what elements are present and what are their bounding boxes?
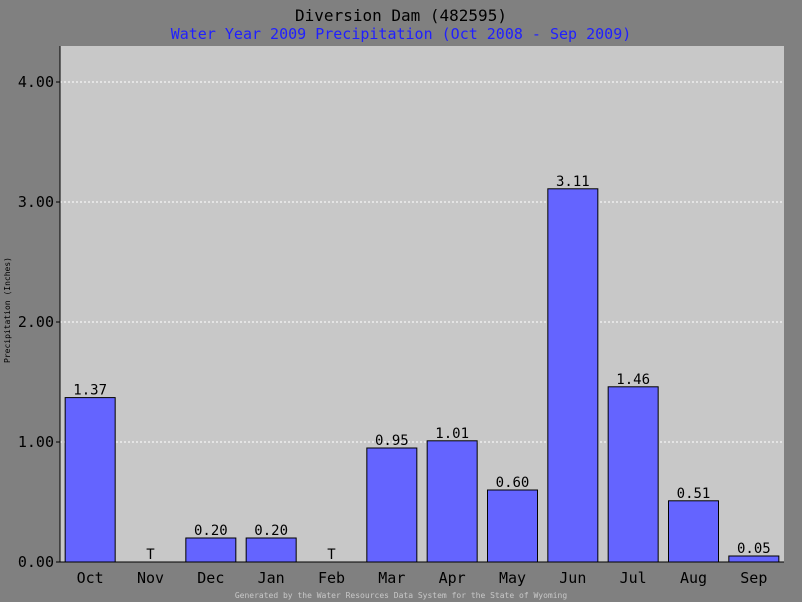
bar-apr <box>426 440 478 563</box>
x-tick-label-nov: Nov <box>137 569 164 587</box>
footer-credit: Generated by the Water Resources Data Sy… <box>235 591 568 600</box>
bar-jan <box>245 537 297 563</box>
chart-subtitle: Water Year 2009 Precipitation (Oct 2008 … <box>171 25 632 43</box>
x-tick-label-mar: Mar <box>378 569 405 587</box>
data-label-jul: 1.46 <box>616 372 650 388</box>
x-tick-label-jun: Jun <box>559 569 586 587</box>
x-tick-label-aug: Aug <box>680 569 707 587</box>
bar-dec <box>185 537 237 563</box>
data-label-jan: 0.20 <box>254 523 288 539</box>
data-label-jun: 3.11 <box>556 174 590 190</box>
bar-may <box>487 489 538 563</box>
data-label-dec: 0.20 <box>194 523 228 539</box>
data-labels: 1.37 T 0.20 0.20 T 0.95 1.01 0.60 3.11 1.46 0.51 0.… <box>73 174 770 563</box>
x-axis-ticks: Oct Nov Dec Jan Feb Mar Apr May Jun Jul Aug Sep <box>77 569 768 587</box>
y-axis-label: Precipitation (Inches) <box>3 257 12 363</box>
gridlines <box>60 81 784 443</box>
x-tick-label-feb: Feb <box>318 569 345 587</box>
data-label-aug: 0.51 <box>677 486 711 502</box>
y-tick-label: 2.00 <box>18 313 54 331</box>
x-tick-label-apr: Apr <box>439 569 466 587</box>
y-tick-label: 0.00 <box>18 553 54 571</box>
x-tick-label-oct: Oct <box>77 569 104 587</box>
chart-title: Diversion Dam (482595) <box>295 6 507 25</box>
data-label-feb: T <box>327 547 336 563</box>
data-label-nov: T <box>146 547 155 563</box>
bar-aug <box>668 500 719 563</box>
bar-oct <box>64 397 116 563</box>
data-label-sep: 0.05 <box>737 541 771 557</box>
plot-area <box>60 46 784 562</box>
data-label-apr: 1.01 <box>435 426 469 442</box>
x-tick-label-jan: Jan <box>258 569 285 587</box>
x-tick-label-may: May <box>499 569 526 587</box>
x-tick-label-sep: Sep <box>740 569 767 587</box>
data-label-mar: 0.95 <box>375 433 409 449</box>
y-axis-ticks: 0.00 1.00 2.00 3.00 4.00 <box>18 73 60 571</box>
x-tick-label-dec: Dec <box>197 569 224 587</box>
bars <box>64 188 780 563</box>
y-tick-label: 3.00 <box>18 193 54 211</box>
bar-mar <box>366 447 418 563</box>
data-label-oct: 1.37 <box>73 383 107 399</box>
x-tick-label-jul: Jul <box>620 569 647 587</box>
y-tick-label: 1.00 <box>18 433 54 451</box>
y-tick-label: 4.00 <box>18 73 54 91</box>
data-label-may: 0.60 <box>496 475 530 491</box>
bar-jul <box>607 386 659 563</box>
bar-jun <box>547 188 599 563</box>
